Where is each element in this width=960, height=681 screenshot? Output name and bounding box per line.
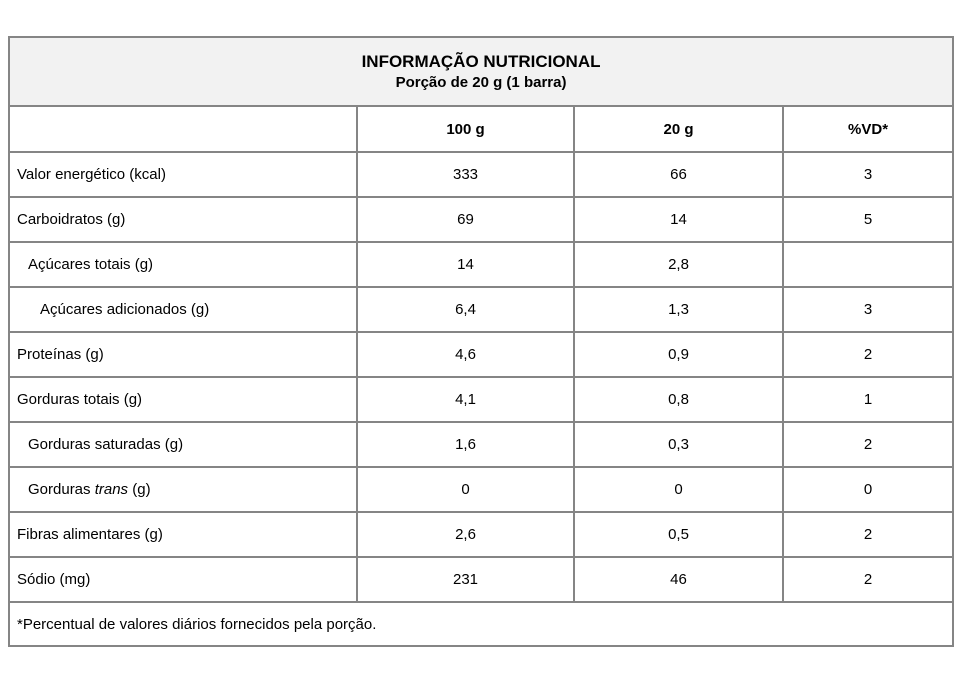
table-row: Gorduras saturadas (g) 1,6 0,3 2: [8, 421, 955, 468]
nutrition-table: INFORMAÇÃO NUTRICIONAL Porção de 20 g (1…: [7, 36, 955, 647]
table-row: Fibras alimentares (g) 2,6 0,5 2: [8, 511, 955, 558]
value-vd: 5: [781, 196, 955, 243]
nutrition-facts-panel: INFORMAÇÃO NUTRICIONAL Porção de 20 g (1…: [7, 36, 955, 647]
value-100g: 69: [356, 196, 575, 243]
nutrient-label-part: Gorduras saturadas (g): [28, 436, 184, 453]
nutrient-label: Açúcares totais (g): [8, 241, 358, 288]
value-vd: 2: [781, 331, 955, 378]
nutrient-label: Gorduras trans (g): [8, 466, 358, 513]
nutrient-label: Gorduras saturadas (g): [8, 421, 358, 468]
value-20g: 0,3: [573, 421, 784, 468]
column-header-vd: %VD*: [781, 105, 955, 153]
value-20g: 2,8: [573, 241, 784, 288]
value-20g: 0: [573, 466, 784, 513]
value-100g: 14: [356, 241, 575, 288]
value-vd: 3: [781, 151, 955, 198]
nutrient-label-part: (g): [128, 481, 151, 498]
value-vd: 2: [781, 421, 955, 468]
value-vd: 0: [781, 466, 955, 513]
value-20g: 1,3: [573, 286, 784, 333]
nutrient-label-italic-part: trans: [94, 481, 129, 498]
column-header-blank: [8, 105, 358, 153]
value-vd: 2: [781, 556, 955, 603]
title-cell: INFORMAÇÃO NUTRICIONAL Porção de 20 g (1…: [7, 36, 955, 107]
value-100g: 333: [356, 151, 575, 198]
nutrient-label: Açúcares adicionados (g): [8, 286, 358, 333]
value-vd: 1: [781, 376, 955, 423]
nutrient-label-part: Açúcares adicionados (g): [40, 301, 210, 318]
value-100g: 4,1: [356, 376, 575, 423]
table-row: Proteínas (g) 4,6 0,9 2: [8, 331, 955, 378]
nutrient-label: Valor energético (kcal): [8, 151, 358, 198]
value-20g: 66: [573, 151, 784, 198]
value-20g: 46: [573, 556, 784, 603]
nutrient-label-part: Sódio (mg): [17, 571, 91, 588]
nutrient-label: Carboidratos (g): [8, 196, 358, 243]
table-row: Açúcares totais (g) 14 2,8: [8, 241, 955, 288]
table-subtitle: Porção de 20 g (1 barra): [395, 74, 567, 91]
nutrient-label: Gorduras totais (g): [8, 376, 358, 423]
value-100g: 2,6: [356, 511, 575, 558]
nutrient-label-part: Proteínas (g): [17, 346, 104, 363]
column-header-row: 100 g 20 g %VD*: [8, 105, 955, 153]
column-header-20g: 20 g: [573, 105, 784, 153]
value-20g: 0,9: [573, 331, 784, 378]
column-header-100g: 100 g: [356, 105, 575, 153]
table-row: Açúcares adicionados (g) 6,4 1,3 3: [8, 286, 955, 333]
table-title: INFORMAÇÃO NUTRICIONAL: [361, 52, 601, 71]
nutrient-label-part: Carboidratos (g): [17, 211, 126, 228]
footnote-row: *Percentual de valores diários fornecido…: [7, 601, 955, 647]
value-100g: 4,6: [356, 331, 575, 378]
value-20g: 0,5: [573, 511, 784, 558]
nutrient-label-part: Gorduras: [28, 481, 95, 498]
nutrient-label-part: Valor energético (kcal): [17, 166, 166, 183]
value-100g: 231: [356, 556, 575, 603]
value-vd: [781, 241, 955, 288]
nutrient-label: Fibras alimentares (g): [8, 511, 358, 558]
title-row: INFORMAÇÃO NUTRICIONAL Porção de 20 g (1…: [7, 36, 955, 107]
table-row: Gorduras totais (g) 4,1 0,8 1: [8, 376, 955, 423]
table-row: Gorduras trans (g) 0 0 0: [8, 466, 955, 513]
value-20g: 14: [573, 196, 784, 243]
table-row: Sódio (mg) 231 46 2: [8, 556, 955, 603]
table-row: Carboidratos (g) 69 14 5: [8, 196, 955, 243]
table-row: Valor energético (kcal) 333 66 3: [8, 151, 955, 198]
nutrient-label: Sódio (mg): [8, 556, 358, 603]
value-100g: 6,4: [356, 286, 575, 333]
value-vd: 3: [781, 286, 955, 333]
nutrient-label: Proteínas (g): [8, 331, 358, 378]
nutrient-label-part: Gorduras totais (g): [17, 391, 143, 408]
nutrient-label-part: Açúcares totais (g): [28, 256, 154, 273]
value-100g: 0: [356, 466, 575, 513]
value-20g: 0,8: [573, 376, 784, 423]
value-vd: 2: [781, 511, 955, 558]
footnote-text: *Percentual de valores diários fornecido…: [7, 601, 955, 647]
value-100g: 1,6: [356, 421, 575, 468]
nutrient-label-part: Fibras alimentares (g): [17, 526, 163, 543]
